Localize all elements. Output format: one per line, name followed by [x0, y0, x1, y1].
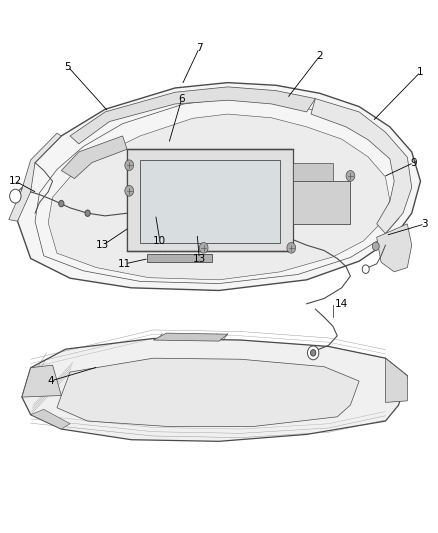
- Text: 13: 13: [96, 240, 110, 250]
- Text: 13: 13: [193, 254, 206, 263]
- Text: 11: 11: [118, 259, 131, 269]
- Polygon shape: [18, 83, 420, 290]
- Polygon shape: [48, 114, 390, 280]
- Polygon shape: [22, 365, 61, 397]
- Text: 6: 6: [178, 94, 185, 103]
- Circle shape: [125, 160, 134, 171]
- Polygon shape: [9, 133, 61, 221]
- Text: 14: 14: [335, 299, 348, 309]
- Polygon shape: [70, 87, 315, 144]
- Circle shape: [287, 243, 296, 253]
- Polygon shape: [147, 254, 212, 262]
- Polygon shape: [22, 338, 407, 441]
- Text: 4: 4: [47, 376, 54, 386]
- Text: 9: 9: [410, 158, 417, 167]
- Polygon shape: [57, 358, 359, 426]
- Text: 3: 3: [421, 219, 428, 229]
- Polygon shape: [377, 224, 412, 272]
- Text: 5: 5: [64, 62, 71, 71]
- Circle shape: [362, 265, 369, 273]
- Polygon shape: [61, 136, 127, 179]
- Text: 10: 10: [153, 236, 166, 246]
- Polygon shape: [311, 99, 412, 233]
- Text: 7: 7: [196, 43, 203, 53]
- Polygon shape: [31, 409, 70, 429]
- Circle shape: [125, 185, 134, 196]
- Circle shape: [311, 350, 316, 356]
- Polygon shape: [293, 163, 333, 181]
- Circle shape: [10, 189, 21, 203]
- Circle shape: [372, 242, 379, 251]
- Polygon shape: [127, 149, 293, 251]
- Circle shape: [85, 210, 90, 216]
- Polygon shape: [140, 160, 280, 243]
- Text: 12: 12: [9, 176, 22, 186]
- Polygon shape: [385, 358, 407, 402]
- Text: 1: 1: [417, 67, 424, 77]
- Circle shape: [346, 171, 355, 181]
- Circle shape: [307, 346, 319, 360]
- Polygon shape: [153, 333, 228, 341]
- Circle shape: [199, 243, 208, 253]
- Polygon shape: [293, 181, 350, 224]
- Circle shape: [59, 200, 64, 207]
- Text: 2: 2: [316, 51, 323, 61]
